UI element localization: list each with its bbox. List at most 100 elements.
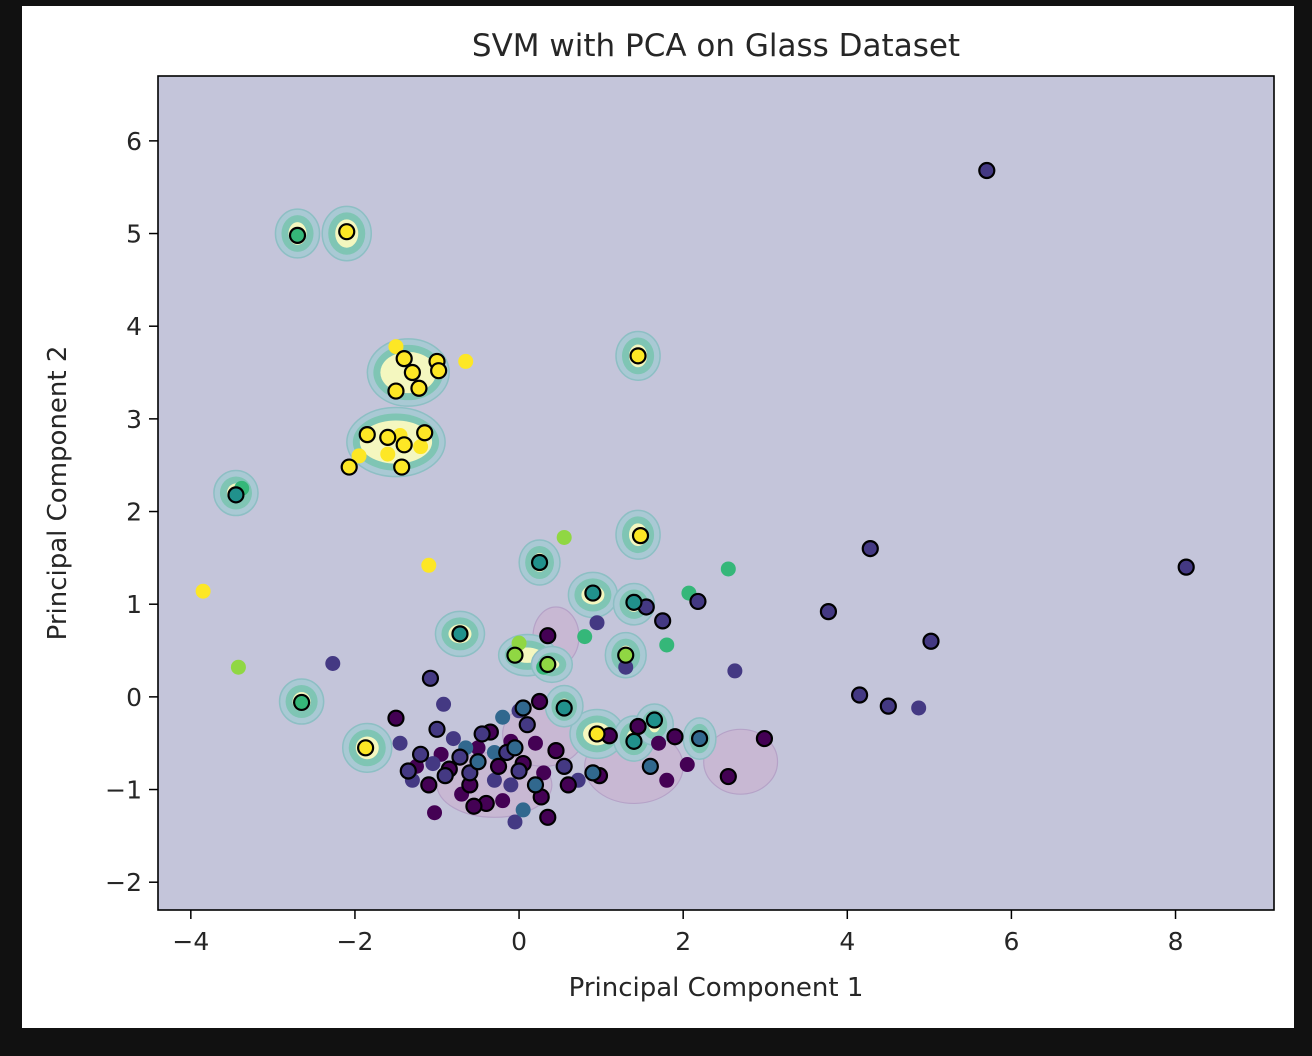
support-vector-point: [588, 725, 606, 743]
data-point: [380, 446, 396, 462]
data-point: [577, 629, 593, 645]
y-tick-label: −2: [105, 868, 142, 897]
data-point: [911, 700, 927, 716]
y-tick-label: 1: [126, 590, 142, 619]
support-vector-point: [978, 161, 996, 180]
support-vector-point: [559, 776, 577, 794]
support-vector-point: [645, 711, 664, 729]
support-vector-point: [514, 699, 532, 717]
support-vector-point: [861, 539, 879, 558]
support-vector-point: [879, 697, 897, 715]
support-vector-point: [1177, 558, 1195, 576]
data-point: [392, 735, 408, 751]
y-tick-label: 0: [126, 683, 142, 712]
support-vector-point: [666, 728, 684, 746]
support-vector-point: [227, 486, 245, 504]
x-tick-label: 6: [1003, 927, 1019, 956]
x-tick-label: 8: [1168, 927, 1184, 956]
support-vector-point: [395, 436, 413, 454]
support-vector-point: [510, 762, 528, 780]
support-vector-point: [625, 732, 643, 750]
support-vector-point: [625, 593, 643, 611]
support-vector-point: [539, 655, 557, 674]
support-vector-point: [387, 382, 405, 400]
data-point: [618, 659, 634, 675]
data-point: [495, 709, 511, 725]
support-vector-point: [922, 632, 940, 650]
support-vector-point: [629, 717, 647, 736]
support-vector-point: [629, 347, 647, 365]
data-point: [421, 557, 437, 573]
support-vector-point: [399, 762, 417, 780]
support-vector-point: [395, 350, 413, 368]
support-vector-point: [451, 748, 469, 766]
data-point: [495, 793, 511, 809]
support-vector-point: [358, 426, 376, 444]
data-point: [458, 353, 474, 369]
support-vector-point: [461, 764, 479, 782]
data-point: [388, 339, 404, 355]
support-vector-point: [539, 627, 557, 645]
support-vector-point: [851, 686, 869, 704]
data-point: [470, 740, 486, 756]
support-vector-point: [539, 808, 557, 826]
support-vector-point: [506, 739, 524, 757]
x-tick-label: 2: [675, 927, 691, 956]
decision-region: [346, 406, 446, 478]
support-vector-point: [421, 669, 440, 687]
support-vector-point: [473, 725, 491, 743]
support-vector-point: [530, 553, 549, 572]
data-point: [651, 735, 667, 751]
plot-area: [158, 76, 1274, 910]
support-vector-point: [469, 753, 487, 771]
data-point: [486, 772, 502, 788]
data-point: [427, 805, 443, 821]
support-vector-point: [755, 729, 774, 748]
support-vector-point: [357, 739, 375, 757]
scatter-chart: SVM with PCA on Glass Dataset −4 −2 0 2 4 6 8 −…: [43, 28, 1275, 1003]
support-vector-point: [584, 584, 602, 602]
y-tick-label: 2: [126, 498, 142, 527]
data-point: [507, 814, 523, 830]
data-point: [515, 802, 531, 818]
support-vector-point: [288, 226, 307, 244]
data-point: [445, 731, 461, 747]
support-vector-point: [379, 428, 397, 446]
x-tick-label: −2: [337, 927, 374, 956]
support-vector-point: [547, 742, 565, 760]
support-vector-point: [641, 757, 659, 775]
support-vector-point: [410, 379, 428, 397]
y-tick-label: 5: [126, 220, 142, 249]
y-tick-label: −1: [105, 776, 142, 805]
support-vector-point: [489, 757, 508, 775]
chart-title: SVM with PCA on Glass Dataset: [472, 28, 960, 64]
y-tick-label: 4: [126, 312, 142, 341]
support-vector-point: [654, 612, 672, 630]
data-point: [325, 656, 341, 672]
data-point: [195, 583, 211, 599]
support-vector-point: [403, 363, 421, 382]
data-point: [413, 439, 429, 455]
data-point: [230, 659, 246, 675]
support-vector-point: [340, 458, 358, 476]
x-axis-label: Principal Component 1: [569, 973, 864, 1003]
support-vector-point: [506, 646, 524, 664]
support-vector-point: [428, 720, 446, 738]
data-point: [720, 561, 736, 577]
support-vector-point: [819, 603, 838, 621]
data-point: [486, 744, 502, 760]
support-vector-point: [430, 362, 448, 380]
support-vector-point: [436, 767, 454, 785]
data-point: [425, 756, 441, 772]
data-point: [659, 772, 675, 788]
support-vector-point: [387, 709, 405, 727]
axes: −4 −2 0 2 4 6 8 −2 −1 0 1 2 3 4 5 6: [105, 75, 1275, 956]
support-vector-point: [293, 693, 311, 712]
x-tick-label: −4: [172, 927, 209, 956]
support-vector-point: [584, 764, 602, 782]
support-vector-point: [338, 223, 356, 241]
support-vector-point: [530, 692, 549, 711]
y-tick-label: 3: [126, 405, 142, 434]
support-vector-point: [631, 527, 650, 545]
x-tick-label: 4: [839, 927, 855, 956]
